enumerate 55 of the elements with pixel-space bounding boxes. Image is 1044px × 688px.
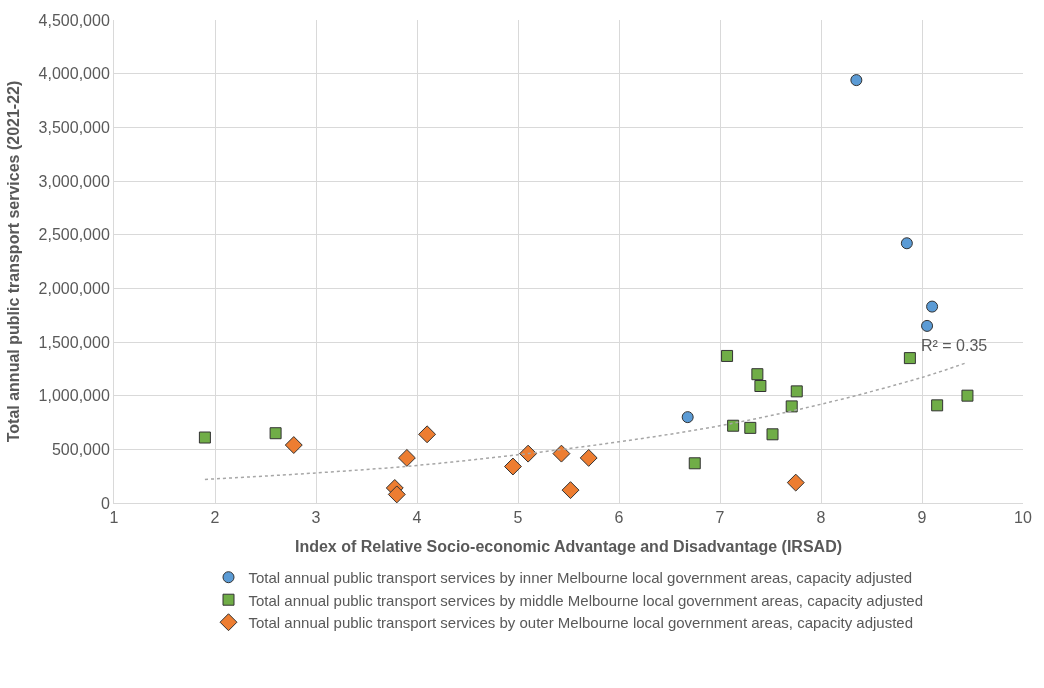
y-tick-label: 2,500,000 bbox=[38, 226, 110, 244]
y-tick-label: 4,000,000 bbox=[38, 65, 110, 83]
point bbox=[751, 368, 764, 381]
x-tick-label: 1 bbox=[109, 509, 119, 527]
point bbox=[284, 436, 303, 454]
point bbox=[418, 425, 437, 444]
point bbox=[198, 431, 211, 444]
point bbox=[579, 448, 598, 467]
x-tick-label: 8 bbox=[816, 509, 826, 527]
point bbox=[387, 485, 406, 503]
y-tick-label: 500,000 bbox=[51, 440, 110, 458]
legend-label: Total annual public transport services by middle Melbourne local government areas, capacity adjusted bbox=[248, 591, 924, 609]
x-tick-label: 3 bbox=[311, 509, 321, 527]
legend-label: Total annual public transport services by inner Melbourne local government areas, capacity adjusted bbox=[248, 569, 913, 587]
point bbox=[931, 399, 944, 412]
point bbox=[504, 457, 522, 476]
y-tick-label: 1,000,000 bbox=[38, 387, 110, 405]
point bbox=[727, 419, 740, 432]
point bbox=[900, 237, 913, 250]
x-tick-label: 6 bbox=[614, 509, 624, 527]
annotation: R² = 0.35 bbox=[921, 337, 988, 354]
point bbox=[519, 444, 538, 463]
y-tick-label: 2,000,000 bbox=[38, 279, 110, 297]
point bbox=[561, 481, 580, 500]
point bbox=[766, 428, 779, 441]
y-tick-label: 4,500,000 bbox=[38, 11, 110, 29]
y-tick-label: 3,500,000 bbox=[38, 118, 110, 136]
point bbox=[790, 385, 803, 398]
y-axis-title: Total annual public transport services (2021-22) bbox=[4, 80, 22, 443]
point bbox=[903, 352, 916, 365]
legend-label: Total annual public transport services by outer Melbourne local government areas, capacity adjusted bbox=[248, 614, 914, 632]
point bbox=[721, 349, 734, 362]
point bbox=[754, 380, 767, 393]
point bbox=[744, 421, 757, 434]
x-tick-label: 10 bbox=[1014, 509, 1032, 527]
point bbox=[961, 389, 974, 402]
point bbox=[688, 457, 701, 470]
y-tick-label: 3,000,000 bbox=[38, 172, 110, 190]
x-tick-label: 7 bbox=[715, 509, 725, 527]
point bbox=[397, 448, 416, 467]
x-tick-label: 2 bbox=[210, 509, 220, 527]
point bbox=[681, 411, 694, 424]
point bbox=[785, 400, 798, 413]
point bbox=[552, 444, 571, 463]
point bbox=[269, 427, 282, 440]
x-tick-label: 5 bbox=[513, 509, 523, 527]
x-tick-label: 9 bbox=[917, 509, 927, 527]
x-tick-label: 4 bbox=[412, 509, 422, 527]
point bbox=[850, 74, 863, 87]
y-tick-label: 0 bbox=[100, 494, 110, 512]
x-axis-title: Index of Relative Socio-economic Advantage and Disadvantage (IRSAD) bbox=[294, 537, 843, 555]
y-tick-label: 1,500,000 bbox=[38, 333, 110, 351]
point bbox=[926, 300, 939, 313]
point bbox=[921, 319, 934, 332]
point bbox=[786, 473, 805, 492]
